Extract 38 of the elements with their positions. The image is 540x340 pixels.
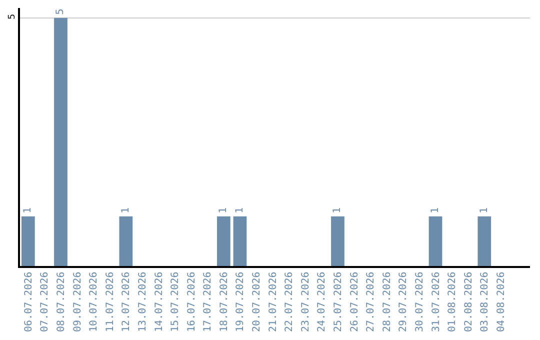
x-tick-label: 31.07.2026 [430,272,442,332]
x-tick-label: 17.07.2026 [202,272,214,332]
x-tick-label: 30.07.2026 [414,272,426,332]
data-label: 1 [234,207,246,214]
x-tick-label: 15.07.2026 [170,272,182,332]
x-tick-label: 02.08.2026 [463,272,474,332]
x-tick-label: 24.07.2026 [316,272,328,332]
x-tick-label: 11.07.2026 [104,272,116,332]
x-tick-label: 19.07.2026 [235,272,246,332]
data-label: 1 [120,207,132,214]
x-tick-label: 16.07.2026 [186,272,198,332]
data-label: 1 [478,207,490,214]
x-tick-label: 26.07.2026 [349,272,360,332]
x-tick-label: 14.07.2026 [154,272,165,332]
data-label: 5 [55,8,66,15]
x-tick-label: 22.07.2026 [284,272,296,332]
x-tick-label: 12.07.2026 [121,272,132,332]
x-tick-label: 21.07.2026 [268,272,279,332]
x-tick-label: 04.08.2026 [496,272,507,332]
x-tick-label: 13.07.2026 [137,272,148,332]
data-label: 1 [218,207,230,214]
x-tick-label: 09.07.2026 [72,272,84,332]
x-tick-label: 29.07.2026 [398,272,410,332]
x-tick-label: 18.07.2026 [218,272,230,332]
x-tick-label: 23.07.2026 [300,272,312,332]
data-label: 1 [332,207,344,214]
data-label: 1 [22,207,34,214]
x-tick-label: 06.07.2026 [23,272,34,332]
x-tick-label: 03.08.2026 [480,272,491,332]
x-tick-label: 10.07.2026 [88,272,100,332]
x-tick-label: 28.07.2026 [382,272,393,332]
x-tick-label: 08.07.2026 [56,272,67,332]
x-tick-label: 20.07.2026 [252,272,263,332]
data-label: 1 [430,207,441,214]
x-tick-label: 25.07.2026 [332,272,344,332]
x-tick-label: 27.07.2026 [366,272,377,332]
x-tick-label: 01.08.2026 [447,272,458,332]
x-tick-label: 07.07.2026 [40,272,51,332]
